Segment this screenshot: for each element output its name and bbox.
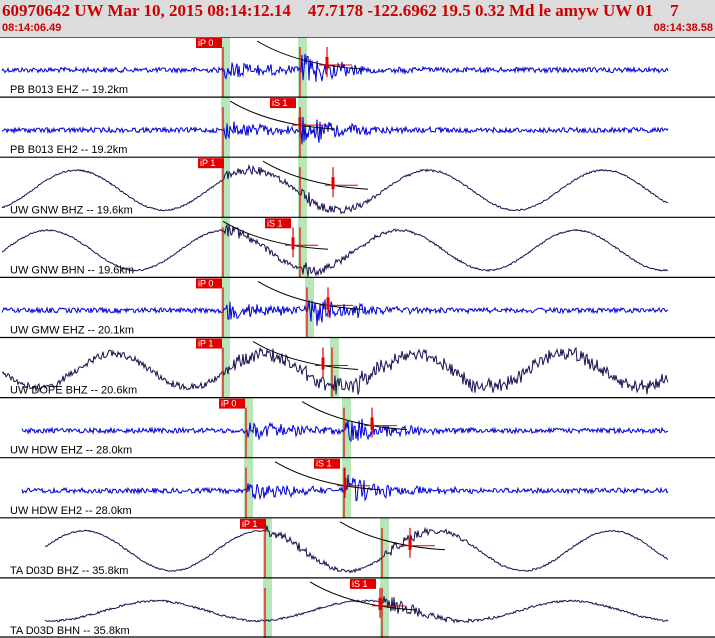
channel-row: iP 0 UW HDW EHZ -- 28.0km bbox=[0, 397, 715, 458]
pick-label-box bbox=[314, 458, 340, 469]
channel-row: iP 1 UW DOPE BHZ -- 20.6km bbox=[0, 336, 715, 398]
waveform-trace bbox=[44, 596, 669, 624]
pick-label: iP 0 bbox=[198, 278, 213, 288]
channel-label: TA D03D BHN -- 35.8km bbox=[10, 625, 130, 637]
p-window-band bbox=[263, 517, 272, 578]
amplitude-bar bbox=[298, 117, 302, 130]
seismogram-panel: iP 0 PB B013 EHZ -- 19.2km iS 1 PB B013 EH2… bbox=[0, 37, 715, 638]
event-title: 60970642 UW Mar 10, 2015 08:14:12.14 47.… bbox=[2, 1, 679, 20]
end-time: 08:14:38.58 bbox=[653, 22, 713, 34]
channel-row: iS 1 UW GNW BHN -- 19.6km bbox=[0, 216, 715, 278]
channel-row: iS 1 UW HDW EH2 -- 28.0km bbox=[0, 457, 715, 518]
waveform-trace bbox=[1, 163, 669, 215]
waveform-trace bbox=[1, 299, 669, 326]
channel-label: UW GMW EHZ -- 20.1km bbox=[10, 325, 134, 337]
amplitude-bar bbox=[408, 537, 412, 550]
channel-label: PB B013 EHZ -- 19.2km bbox=[10, 84, 128, 96]
channel-label: PB B013 EH2 -- 19.2km bbox=[10, 144, 127, 156]
coda-curve bbox=[252, 341, 359, 370]
pick-label-box bbox=[219, 398, 245, 409]
p-window-band bbox=[221, 217, 230, 278]
channel-label: UW GNW BHN -- 19.6km bbox=[10, 264, 134, 276]
amplitude-bar bbox=[321, 357, 325, 370]
amplitude-bar bbox=[370, 417, 374, 430]
coda-curve bbox=[309, 581, 416, 611]
amplitude-bar bbox=[331, 177, 335, 190]
pick-label: iP 0 bbox=[221, 399, 236, 409]
pick-label: iS 1 bbox=[352, 579, 368, 589]
p-window-band bbox=[263, 577, 272, 638]
channel-label: UW GNW BHZ -- 19.6km bbox=[10, 204, 133, 216]
p-window-band bbox=[221, 157, 230, 218]
channel-label: UW HDW EH2 -- 28.0km bbox=[10, 505, 132, 517]
p-window-band bbox=[221, 37, 230, 98]
s-window-band bbox=[298, 157, 307, 218]
waveform-trace bbox=[1, 53, 669, 82]
amplitude-bar bbox=[291, 237, 295, 250]
coda-curve bbox=[262, 160, 369, 190]
header-bar: 60970642 UW Mar 10, 2015 08:14:12.14 47.… bbox=[0, 0, 715, 37]
channel-label: UW HDW EHZ -- 28.0km bbox=[10, 445, 132, 457]
amplitude-bar bbox=[325, 57, 329, 69]
waveform-trace bbox=[44, 525, 669, 574]
s-window-band bbox=[380, 517, 389, 578]
coda-curve bbox=[257, 280, 364, 310]
amplitude-bar bbox=[378, 597, 382, 610]
pick-label-box bbox=[198, 158, 224, 169]
coda-curve bbox=[222, 220, 329, 250]
waveform-trace bbox=[1, 224, 669, 277]
p-window-band bbox=[221, 97, 230, 158]
p-window-band bbox=[221, 337, 230, 398]
pick-label: iS 1 bbox=[316, 459, 332, 469]
coda-curve bbox=[256, 40, 363, 70]
start-time: 08:14:06.49 bbox=[2, 22, 62, 34]
channel-row: iP 0 UW GMW EHZ -- 20.1km bbox=[0, 276, 715, 338]
channel-row: iP 1 TA D03D BHZ -- 35.8km bbox=[0, 517, 715, 578]
pick-label: iP 1 bbox=[242, 519, 257, 529]
pick-label: iS 1 bbox=[272, 98, 288, 108]
channel-row: iP 1 UW GNW BHZ -- 19.6km bbox=[0, 156, 715, 218]
waveform-trace bbox=[1, 347, 669, 395]
waveform-trace bbox=[21, 418, 669, 443]
channel-row: iS 1 PB B013 EH2 -- 19.2km bbox=[0, 96, 715, 158]
channel-label: UW DOPE BHZ -- 20.6km bbox=[10, 385, 137, 397]
channel-row: iP 0 PB B013 EHZ -- 19.2km bbox=[0, 37, 715, 98]
amplitude-bar bbox=[326, 297, 330, 310]
pick-label-box bbox=[270, 98, 296, 109]
pick-label: iS 1 bbox=[267, 218, 283, 228]
pick-label: iP 0 bbox=[198, 38, 213, 48]
p-window-band bbox=[221, 277, 230, 338]
pick-label: iP 1 bbox=[198, 339, 213, 349]
s-window-band bbox=[380, 577, 389, 638]
coda-curve bbox=[301, 401, 408, 431]
coda-curve bbox=[229, 100, 336, 130]
s-window-band bbox=[298, 217, 307, 278]
pick-label-box bbox=[196, 38, 222, 48]
pick-label-box bbox=[240, 518, 266, 529]
coda-curve bbox=[339, 521, 446, 551]
pick-label-box bbox=[196, 338, 222, 349]
coda-curve bbox=[274, 461, 381, 491]
pick-label-box bbox=[350, 578, 376, 589]
pick-label: iP 1 bbox=[200, 158, 215, 168]
p-window-band bbox=[244, 397, 253, 458]
amplitude-bar bbox=[343, 477, 347, 490]
pick-label-box bbox=[196, 278, 222, 289]
channel-row: iS 1 TA D03D BHN -- 35.8km bbox=[0, 577, 715, 638]
channel-label: TA D03D BHZ -- 35.8km bbox=[10, 565, 128, 577]
waveform-trace bbox=[1, 116, 669, 145]
pick-label-box bbox=[265, 218, 291, 229]
